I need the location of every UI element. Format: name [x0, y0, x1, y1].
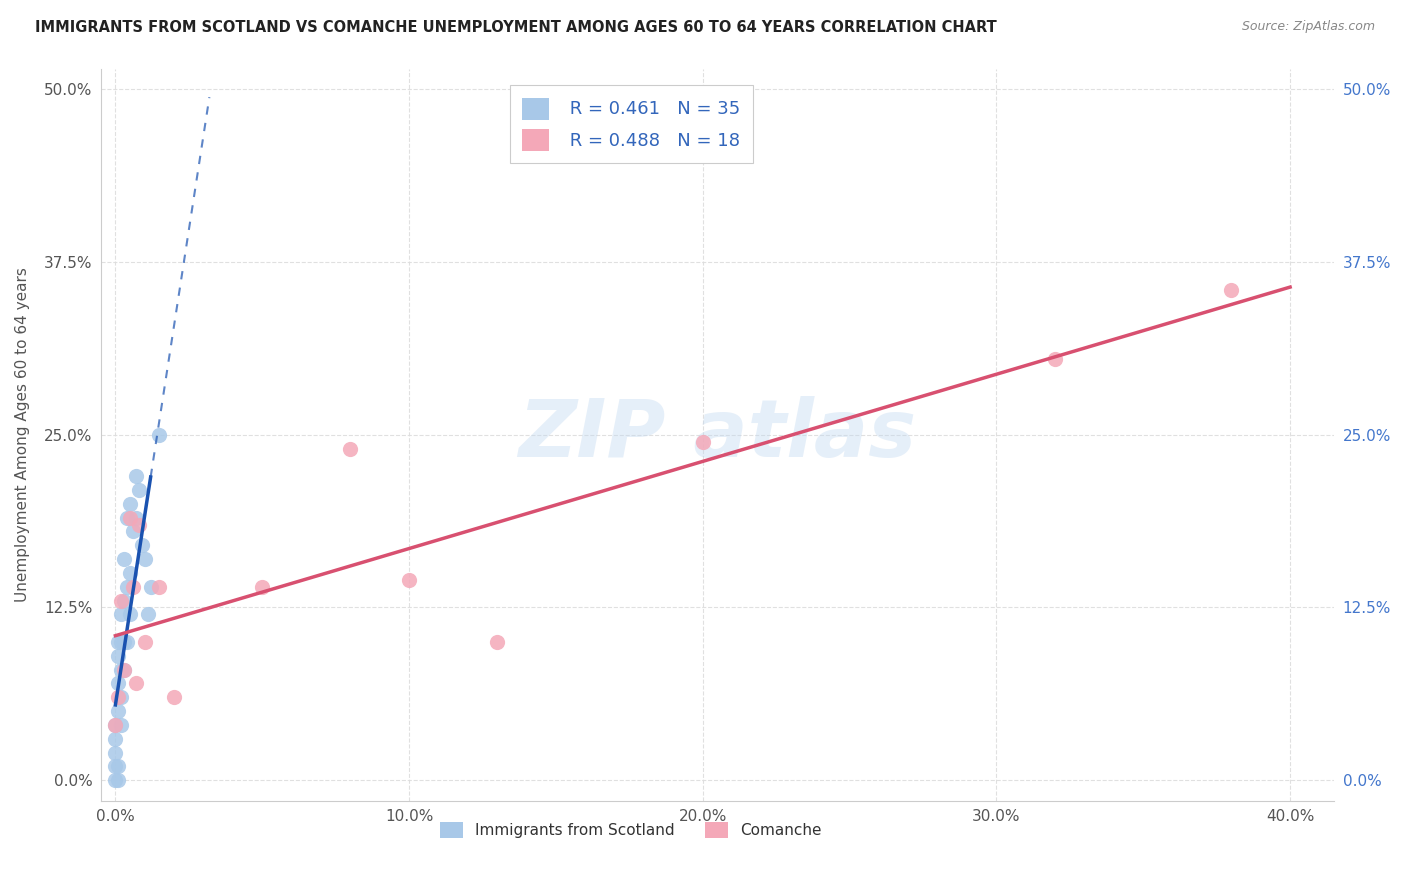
- Point: [486, 635, 509, 649]
- Point: [122, 580, 145, 594]
- Point: [107, 690, 129, 705]
- Point: [112, 663, 135, 677]
- Y-axis label: Unemployment Among Ages 60 to 64 years: Unemployment Among Ages 60 to 64 years: [15, 268, 30, 602]
- Point: [122, 524, 145, 539]
- Point: [104, 731, 127, 746]
- Point: [252, 580, 274, 594]
- Point: [104, 718, 127, 732]
- Point: [110, 607, 132, 622]
- Point: [110, 663, 132, 677]
- Point: [104, 718, 127, 732]
- Point: [107, 759, 129, 773]
- Legend: Immigrants from Scotland, Comanche: Immigrants from Scotland, Comanche: [434, 816, 828, 845]
- Point: [120, 497, 142, 511]
- Point: [128, 517, 150, 532]
- Point: [125, 469, 148, 483]
- Point: [104, 759, 127, 773]
- Point: [139, 580, 162, 594]
- Point: [104, 746, 127, 760]
- Point: [148, 427, 170, 442]
- Point: [107, 648, 129, 663]
- Point: [1043, 351, 1066, 366]
- Point: [148, 580, 170, 594]
- Point: [398, 573, 420, 587]
- Point: [120, 607, 142, 622]
- Text: Source: ZipAtlas.com: Source: ZipAtlas.com: [1241, 20, 1375, 33]
- Point: [107, 773, 129, 788]
- Point: [125, 676, 148, 690]
- Point: [104, 773, 127, 788]
- Point: [163, 690, 186, 705]
- Point: [131, 538, 153, 552]
- Point: [107, 635, 129, 649]
- Point: [110, 635, 132, 649]
- Point: [120, 566, 142, 580]
- Point: [692, 434, 714, 449]
- Point: [125, 510, 148, 524]
- Point: [112, 635, 135, 649]
- Point: [112, 593, 135, 607]
- Point: [107, 676, 129, 690]
- Point: [134, 635, 156, 649]
- Point: [110, 718, 132, 732]
- Point: [110, 593, 132, 607]
- Point: [128, 483, 150, 497]
- Point: [107, 704, 129, 718]
- Text: IMMIGRANTS FROM SCOTLAND VS COMANCHE UNEMPLOYMENT AMONG AGES 60 TO 64 YEARS CORR: IMMIGRANTS FROM SCOTLAND VS COMANCHE UNE…: [35, 20, 997, 35]
- Point: [110, 690, 132, 705]
- Point: [120, 510, 142, 524]
- Point: [115, 635, 138, 649]
- Point: [115, 510, 138, 524]
- Point: [1220, 283, 1243, 297]
- Point: [134, 552, 156, 566]
- Point: [112, 663, 135, 677]
- Point: [136, 607, 159, 622]
- Text: ZIP atlas: ZIP atlas: [519, 396, 917, 474]
- Point: [112, 552, 135, 566]
- Point: [115, 580, 138, 594]
- Point: [339, 442, 361, 456]
